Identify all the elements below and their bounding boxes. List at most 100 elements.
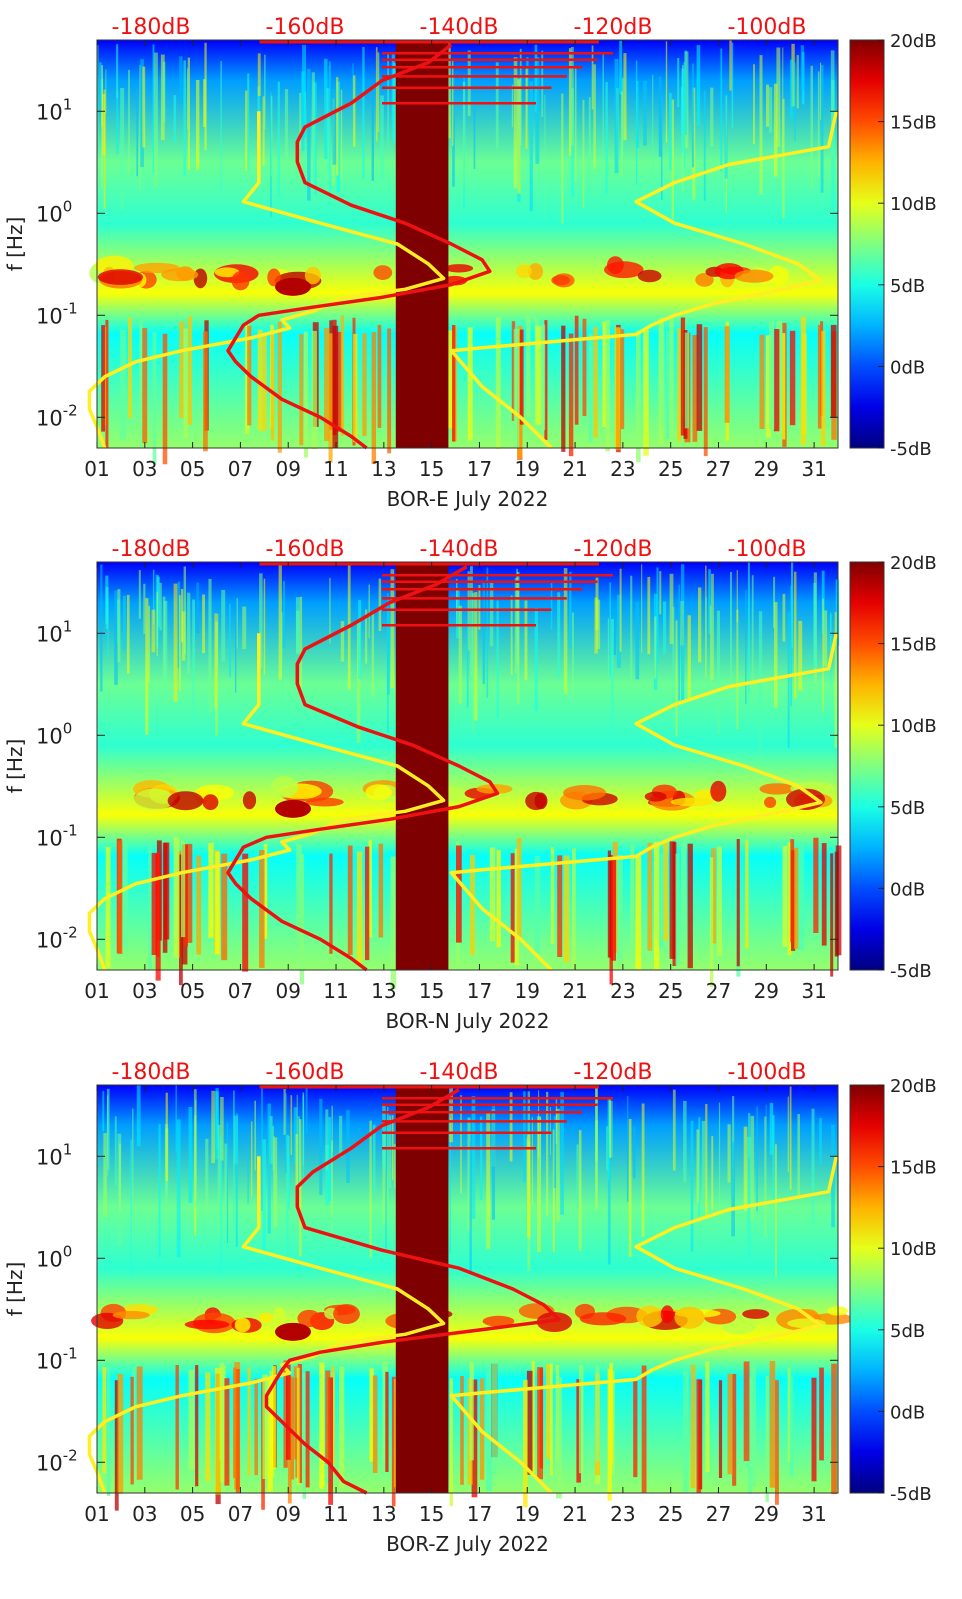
x-tick-label: 01 bbox=[84, 1502, 109, 1526]
texture-streak bbox=[782, 98, 785, 218]
texture-streak bbox=[606, 1126, 608, 1171]
texture-blob bbox=[112, 1310, 150, 1320]
x-tick-label: 05 bbox=[180, 457, 205, 481]
texture-streak bbox=[158, 1124, 161, 1258]
top-db-label: -160dB bbox=[266, 537, 345, 562]
texture-streak bbox=[332, 89, 337, 165]
texture-streak bbox=[701, 1120, 706, 1222]
texture-streak bbox=[346, 1110, 350, 1183]
y-axis-label: f [Hz] bbox=[3, 217, 27, 272]
texture-streak bbox=[229, 603, 231, 677]
texture-streak bbox=[830, 612, 832, 686]
colorbar-label: 10dB bbox=[890, 716, 937, 737]
texture-blob bbox=[527, 263, 544, 280]
texture-column bbox=[319, 1362, 325, 1489]
x-tick-label: 07 bbox=[228, 979, 253, 1003]
x-tick-label: 15 bbox=[419, 979, 444, 1003]
texture-streak bbox=[747, 562, 750, 695]
texture-streak bbox=[326, 88, 331, 170]
texture-streak bbox=[339, 1115, 343, 1158]
colorbar-label: 0dB bbox=[890, 357, 925, 378]
texture-streak bbox=[471, 1096, 476, 1219]
texture-streak bbox=[544, 94, 546, 220]
texture-column bbox=[813, 837, 819, 933]
texture-streak bbox=[834, 612, 837, 748]
texture-streak bbox=[489, 582, 494, 647]
texture-streak bbox=[797, 1114, 800, 1196]
texture-streak bbox=[620, 91, 624, 177]
texture-streak bbox=[119, 1143, 121, 1212]
texture-column bbox=[605, 320, 610, 452]
x-tick-label: 21 bbox=[562, 1502, 587, 1526]
x-tick-label: 15 bbox=[419, 457, 444, 481]
texture-column bbox=[647, 842, 653, 951]
texture-blob bbox=[660, 1305, 674, 1324]
texture-streak bbox=[789, 59, 794, 120]
texture-streak bbox=[595, 1086, 598, 1207]
texture-column bbox=[233, 1367, 237, 1479]
texture-streak bbox=[305, 1088, 308, 1134]
colorbar-label: -5dB bbox=[890, 439, 932, 460]
texture-column bbox=[572, 848, 576, 969]
texture-column bbox=[743, 1361, 750, 1462]
texture-streak bbox=[302, 1095, 305, 1183]
texture-streak bbox=[811, 1108, 815, 1224]
texture-streak bbox=[569, 571, 572, 648]
x-tick-label: 03 bbox=[132, 1502, 157, 1526]
texture-streak bbox=[173, 583, 178, 702]
texture-streak bbox=[787, 1096, 789, 1172]
texture-streak bbox=[716, 610, 720, 734]
texture-blob bbox=[563, 785, 607, 801]
texture-streak bbox=[556, 1108, 560, 1223]
texture-streak bbox=[570, 47, 574, 146]
texture-column bbox=[593, 327, 598, 438]
texture-streak bbox=[154, 52, 158, 188]
texture-column bbox=[296, 843, 302, 942]
texture-column bbox=[541, 324, 546, 430]
texture-streak bbox=[745, 589, 747, 705]
texture-streak bbox=[278, 564, 282, 680]
texture-streak bbox=[669, 573, 674, 644]
texture-streak bbox=[730, 571, 732, 711]
texture-streak bbox=[138, 570, 141, 619]
texture-column bbox=[262, 334, 267, 431]
texture-streak bbox=[607, 1098, 610, 1180]
texture-streak bbox=[594, 597, 598, 654]
texture-streak bbox=[794, 62, 796, 142]
texture-blob bbox=[674, 1306, 705, 1329]
texture-streak bbox=[391, 53, 395, 142]
x-tick-label: 25 bbox=[658, 979, 683, 1003]
texture-streak bbox=[690, 1120, 694, 1252]
texture-streak bbox=[202, 594, 205, 654]
texture-streak bbox=[148, 605, 151, 682]
texture-blob bbox=[133, 788, 175, 811]
texture-streak bbox=[509, 1092, 513, 1162]
y-tick-label: 10-1 bbox=[36, 1344, 78, 1373]
texture-streak bbox=[703, 90, 706, 201]
texture-streak bbox=[656, 567, 659, 662]
texture-column bbox=[539, 1367, 544, 1469]
x-tick-label: 01 bbox=[84, 979, 109, 1003]
texture-column bbox=[390, 856, 397, 990]
texture-column bbox=[195, 1365, 199, 1487]
texture-streak bbox=[756, 1106, 758, 1212]
texture-column bbox=[299, 334, 304, 446]
top-db-label: -120dB bbox=[574, 1060, 653, 1085]
texture-blob bbox=[607, 256, 624, 274]
texture-streak bbox=[107, 598, 109, 657]
texture-streak bbox=[800, 45, 804, 91]
texture-column bbox=[748, 1376, 753, 1494]
texture-streak bbox=[550, 582, 553, 630]
texture-streak bbox=[526, 1134, 531, 1238]
texture-streak bbox=[325, 1144, 330, 1206]
texture-streak bbox=[751, 575, 754, 681]
texture-streak bbox=[698, 1117, 701, 1216]
texture-streak bbox=[261, 1087, 263, 1211]
texture-streak bbox=[669, 93, 672, 171]
x-tick-label: 07 bbox=[228, 1502, 253, 1526]
texture-column bbox=[368, 839, 372, 938]
texture-streak bbox=[750, 1115, 755, 1220]
texture-streak bbox=[385, 1126, 387, 1249]
texture-column bbox=[224, 1378, 230, 1486]
colorbar-label: 5dB bbox=[890, 798, 925, 819]
